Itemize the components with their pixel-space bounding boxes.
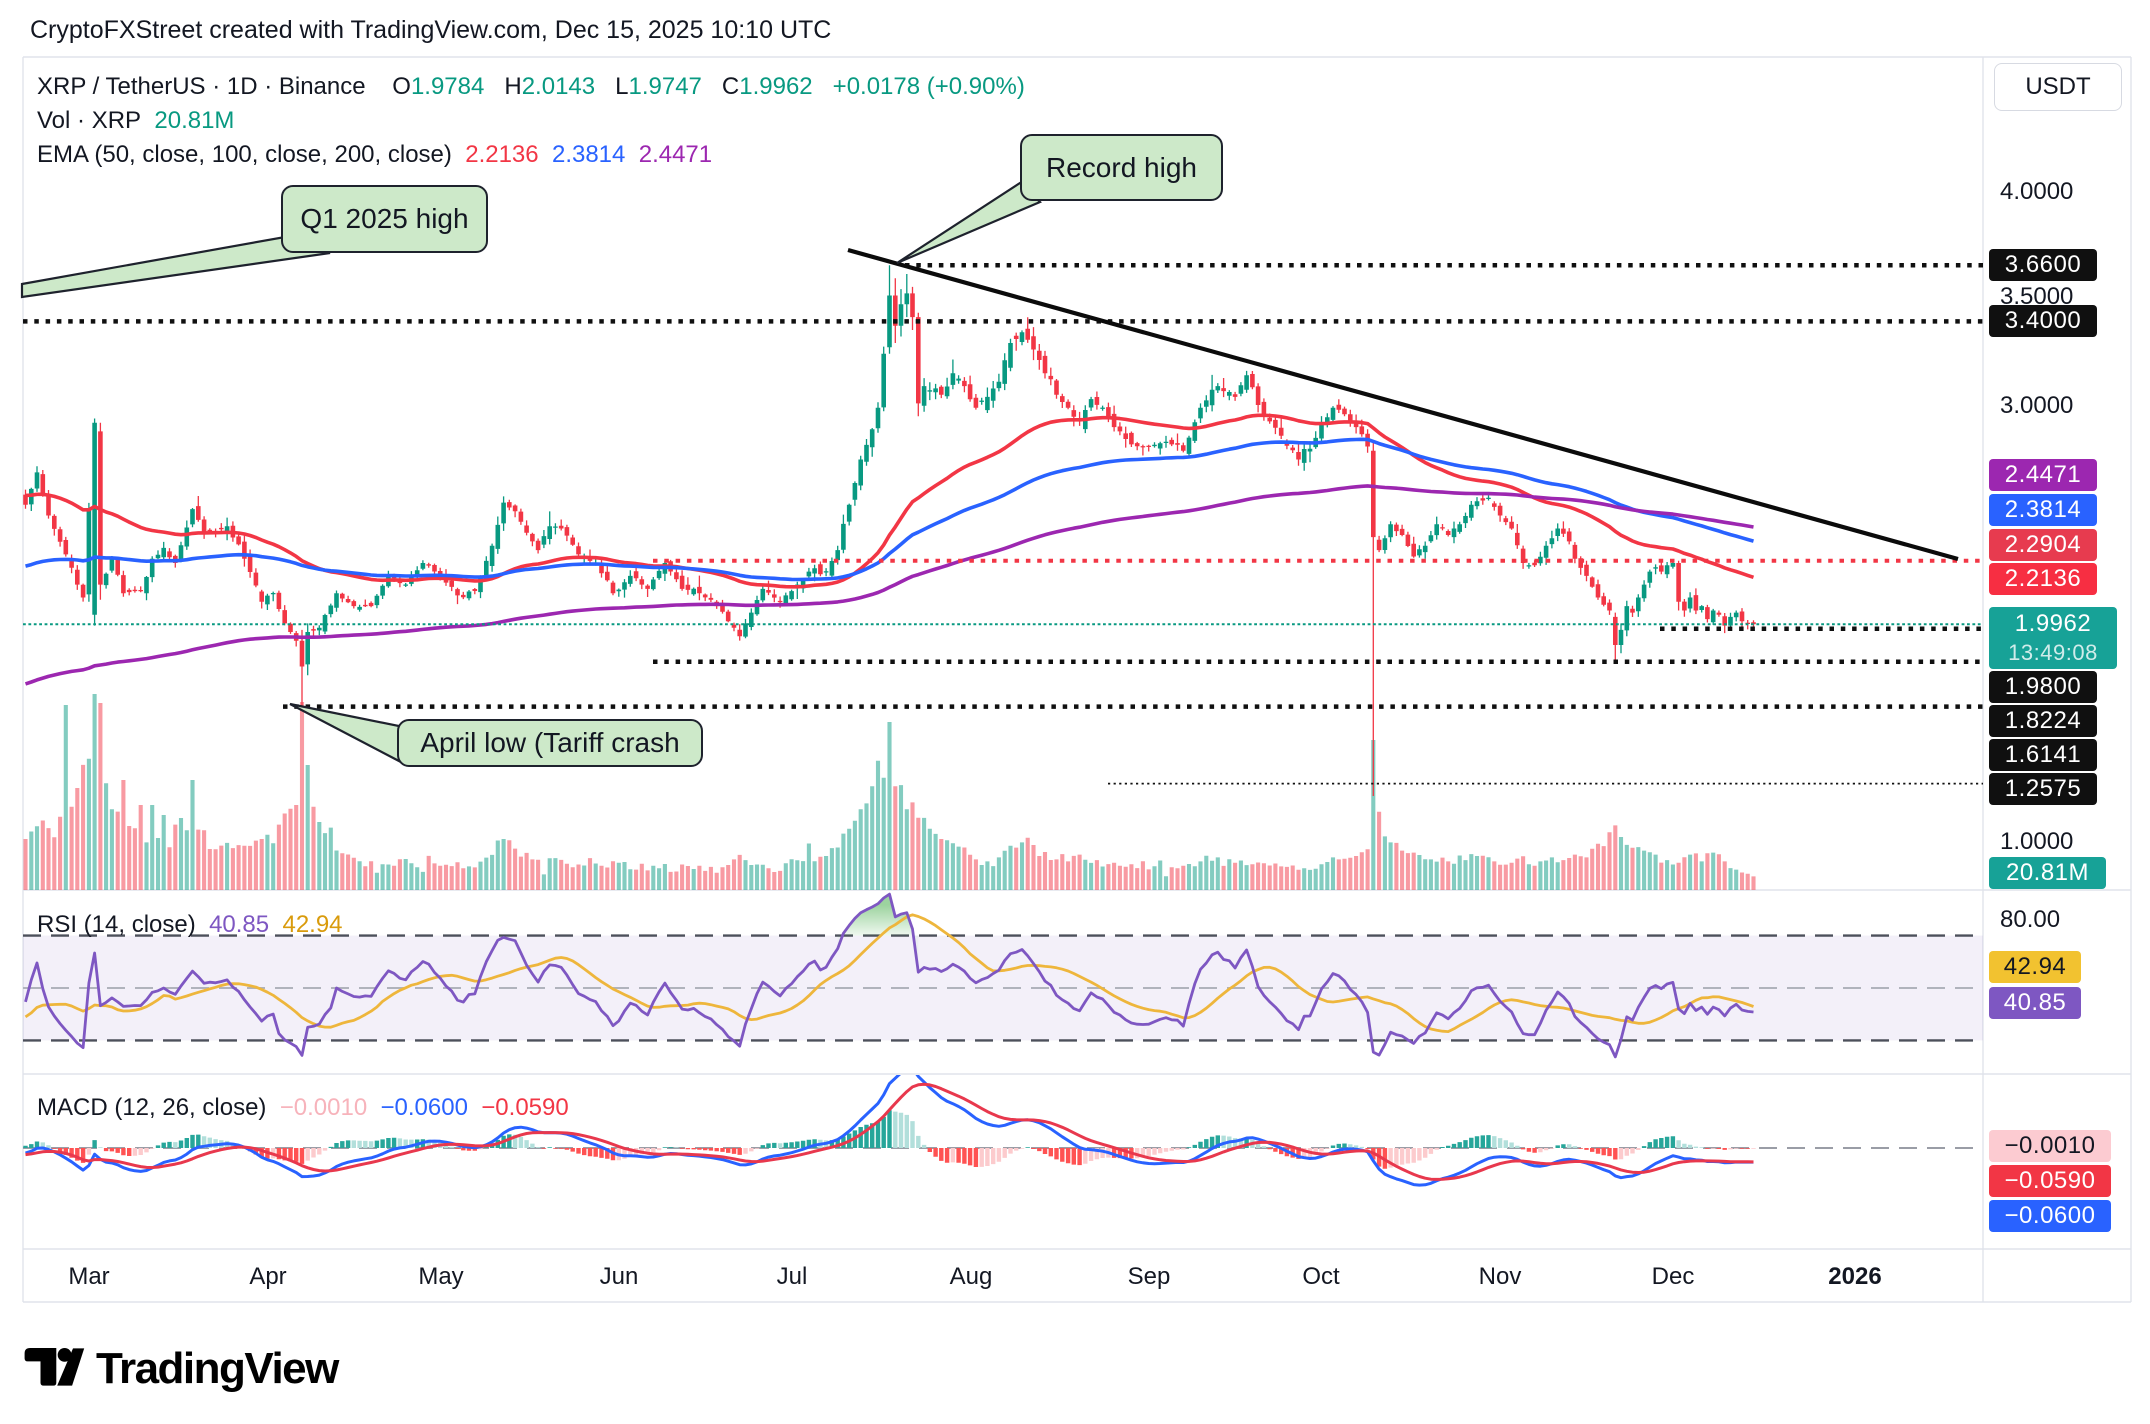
svg-text:TradingView: TradingView bbox=[96, 1346, 340, 1393]
